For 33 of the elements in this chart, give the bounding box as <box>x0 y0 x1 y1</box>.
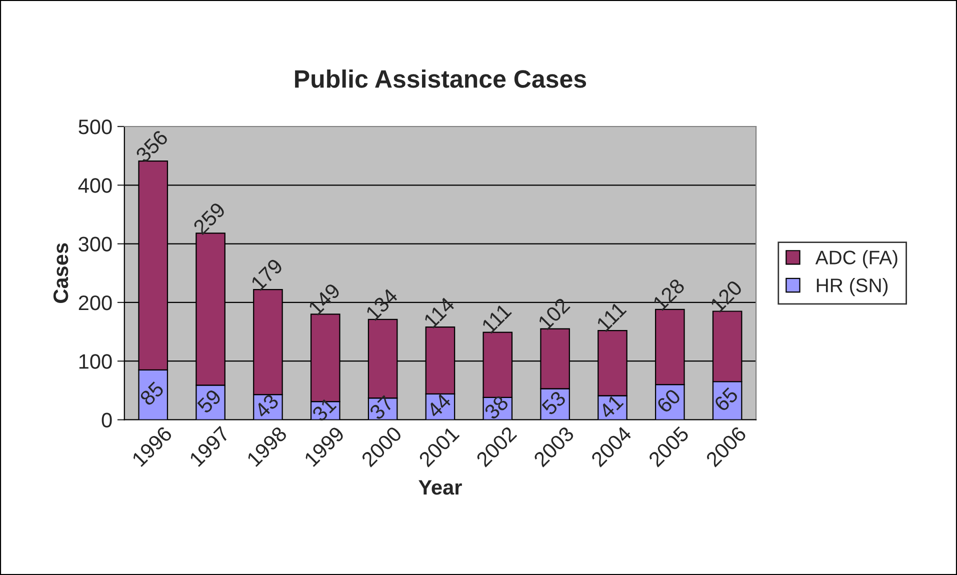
data-label: 111 <box>481 303 512 334</box>
data-label: 102 <box>537 297 571 330</box>
data-label: 43 <box>254 393 280 419</box>
y-tick-label: 200 <box>78 295 112 310</box>
data-label: 65 <box>713 386 739 412</box>
data-label: 60 <box>656 388 682 414</box>
y-tick-label: 300 <box>78 236 112 252</box>
data-label: 259 <box>192 202 226 236</box>
chart-title: Public Assistance Cases <box>295 69 586 88</box>
data-label: 53 <box>540 390 567 416</box>
data-label: 85 <box>139 380 165 406</box>
data-label: 120 <box>710 279 743 313</box>
y-tick-label: 500 <box>78 120 112 134</box>
data-label: 356 <box>134 129 169 164</box>
legend-label: ADC (FA) <box>815 250 898 268</box>
y-tick-label: 100 <box>79 354 112 369</box>
data-label: 44 <box>426 392 452 419</box>
y-axis-title: Cases <box>53 243 68 303</box>
x-axis-title: Year <box>418 480 462 495</box>
data-label: 179 <box>250 258 284 292</box>
data-label: 31 <box>311 396 337 422</box>
data-label: 41 <box>598 394 624 420</box>
data-label: 114 <box>423 296 456 328</box>
data-label: 134 <box>365 288 399 321</box>
data-label: 149 <box>308 282 341 316</box>
data-label: 37 <box>368 394 394 420</box>
y-tick-label: 0 <box>102 412 112 428</box>
data-label: 38 <box>484 394 510 420</box>
y-tick-label: 400 <box>78 178 112 193</box>
legend-label: HR (SN) <box>816 278 888 296</box>
data-label: 59 <box>196 388 222 414</box>
data-label: 128 <box>652 278 686 312</box>
data-label: 111 <box>596 301 627 332</box>
